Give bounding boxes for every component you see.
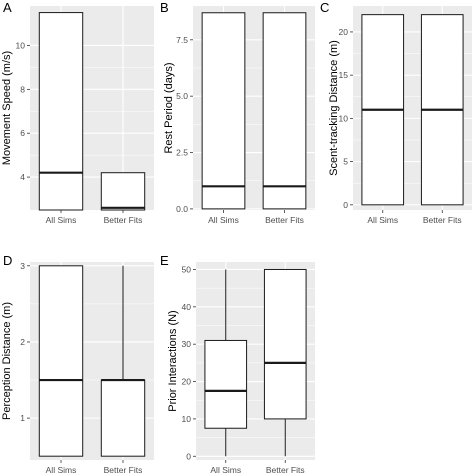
- y-tick-label: 10: [182, 414, 192, 424]
- box-iqr: [201, 12, 246, 210]
- y-axis-title: Movement Speed (m/s): [1, 51, 13, 165]
- y-tick-label: 2: [20, 337, 25, 347]
- panel-d: 1 2 3 All Sims Better Fits Perception Distanc…: [1, 253, 154, 474]
- x-tick-label: Better Fits: [266, 465, 305, 474]
- box-iqr: [263, 268, 307, 420]
- y-tick-label: 6: [20, 128, 25, 138]
- y-tick-label: 10: [339, 113, 349, 123]
- y-tick-label: 1: [20, 413, 25, 423]
- y-tick-label: 15: [339, 70, 349, 80]
- box-all-sims: [361, 14, 405, 206]
- y-axis-title: Rest Period (days): [163, 62, 175, 153]
- box-iqr: [38, 12, 84, 211]
- panel-c: 0 5 10 15 20 All Sims Better Fits Scent-trackin…: [320, 0, 472, 225]
- y-tick-label: 8: [20, 84, 25, 94]
- x-tick-label: All Sims: [208, 215, 239, 225]
- y-tick-label: 4: [20, 172, 25, 182]
- y-tick-label: 2.5: [176, 148, 188, 158]
- y-tick-label: 20: [182, 377, 192, 387]
- y-tick-label: 5.0: [176, 91, 188, 101]
- y-tick-label: 0: [343, 200, 348, 210]
- panel-letter: C: [320, 0, 329, 15]
- x-tick-label: All Sims: [46, 465, 77, 474]
- x-tick-label: Better Fits: [104, 465, 143, 474]
- box-all-sims: [38, 12, 84, 211]
- y-axis-title: Scent-tracking Distance (m): [328, 40, 340, 176]
- y-tick-label: 3: [20, 261, 25, 271]
- panel-letter: A: [3, 0, 12, 15]
- y-tick-label: 0.0: [176, 204, 188, 214]
- box-better-fits: [100, 172, 146, 211]
- box-iqr: [262, 12, 307, 210]
- panel-letter: D: [3, 253, 12, 268]
- y-tick-label: 30: [182, 339, 192, 349]
- y-tick-label: 20: [339, 27, 349, 37]
- x-tick-label: Better Fits: [104, 215, 143, 225]
- panel-e: 0 10 20 30 40 50 All Sims Better Fits Prior Inte…: [160, 253, 315, 474]
- box-all-sims: [204, 269, 248, 457]
- y-tick-label: 0: [186, 451, 191, 461]
- y-axis-title: Prior Interactions (N): [167, 310, 179, 411]
- x-tick-label: Better Fits: [265, 215, 304, 225]
- x-tick-label: All Sims: [210, 465, 241, 474]
- box-all-sims: [38, 265, 84, 457]
- box-better-fits: [263, 268, 307, 457]
- box-better-fits: [420, 14, 464, 206]
- panel-letter: B: [160, 0, 169, 15]
- y-axis-title: Perception Distance (m): [1, 302, 13, 420]
- y-tick-label: 50: [182, 264, 192, 274]
- panel-b: 0.0 2.5 5.0 7.5 All Sims Better Fits Rest Peri…: [160, 0, 315, 225]
- panel-a: 4 6 8 10 All Sims Better Fits Movement Speed (…: [1, 0, 154, 225]
- box-all-sims: [201, 12, 246, 210]
- x-tick-label: All Sims: [46, 215, 77, 225]
- box-iqr: [204, 339, 248, 429]
- box-better-fits: [100, 265, 146, 457]
- y-tick-label: 7.5: [176, 35, 188, 45]
- x-tick-label: All Sims: [367, 215, 398, 225]
- x-tick-label: Better Fits: [423, 215, 462, 225]
- box-iqr: [100, 172, 146, 211]
- y-tick-label: 40: [182, 302, 192, 312]
- box-iqr: [38, 265, 84, 457]
- y-tick-label: 5: [343, 157, 348, 167]
- box-iqr: [100, 379, 146, 457]
- box-better-fits: [262, 12, 307, 210]
- y-tick-label: 10: [16, 40, 26, 50]
- panel-letter: E: [160, 253, 169, 268]
